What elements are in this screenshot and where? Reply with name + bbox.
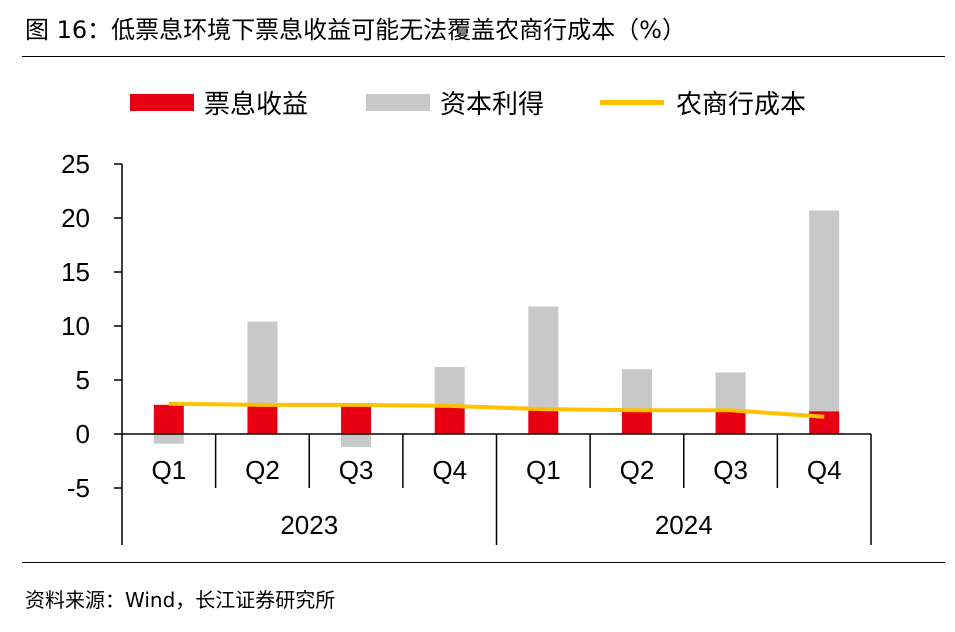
capital-gain-bar: [528, 306, 559, 409]
coupon-income-bar: [621, 409, 652, 434]
coupon-income-bar: [247, 405, 278, 434]
capital-gain-bar: [715, 372, 746, 411]
capital-gain-bar: [247, 321, 278, 406]
y-tick-label: 15: [61, 257, 90, 287]
capital-gain-bar: [153, 434, 184, 444]
x-category-label: Q4: [807, 455, 842, 485]
cost-line: [168, 401, 825, 419]
x-category-label: Q2: [620, 455, 655, 485]
y-tick-label: -5: [67, 473, 90, 503]
source-rule: [22, 562, 945, 563]
capital-gain-bar: [621, 369, 652, 410]
capital-gain-bar: [434, 367, 465, 407]
y-tick-label: 0: [76, 419, 90, 449]
x-group-label: 2023: [280, 510, 338, 540]
x-category-label: Q4: [432, 455, 467, 485]
x-category-label: Q1: [151, 455, 186, 485]
x-category-label: Q3: [339, 455, 374, 485]
legend-item-coupon: 票息收益: [130, 84, 308, 120]
source-note: 资料来源：Wind，长江证券研究所: [25, 588, 336, 612]
legend-label-capital: 资本利得: [440, 89, 545, 120]
y-tick-label: 10: [61, 311, 90, 341]
x-group-label: 2024: [655, 510, 713, 540]
legend-label-cost: 农商行成本: [676, 89, 807, 120]
y-tick-label: 20: [61, 203, 90, 233]
legend-item-cost: 农商行成本: [600, 84, 806, 120]
figure-title: 图 16：低票息环境下票息收益可能无法覆盖农商行成本（%）: [25, 16, 686, 44]
x-category-label: Q2: [245, 455, 280, 485]
coupon-income-bar: [715, 410, 746, 434]
legend-item-capital: 资本利得: [366, 84, 544, 120]
title-rule: [22, 56, 945, 57]
legend-label-coupon: 票息收益: [204, 89, 309, 120]
coupon-income-bar: [153, 404, 184, 434]
legend-swatch-capital: [366, 93, 430, 111]
coupon-income-bar: [341, 405, 372, 434]
y-tick-label: 5: [76, 365, 90, 395]
legend-swatch-cost: [600, 99, 664, 105]
coupon-income-bar: [434, 407, 465, 434]
capital-gain-bar: [341, 434, 372, 447]
coupon-income-bar: [528, 408, 559, 434]
capital-gain-bar: [809, 210, 840, 412]
x-category-label: Q3: [713, 455, 748, 485]
y-tick-label: 25: [61, 149, 90, 179]
x-category-label: Q1: [526, 455, 561, 485]
legend-swatch-coupon: [130, 93, 194, 111]
